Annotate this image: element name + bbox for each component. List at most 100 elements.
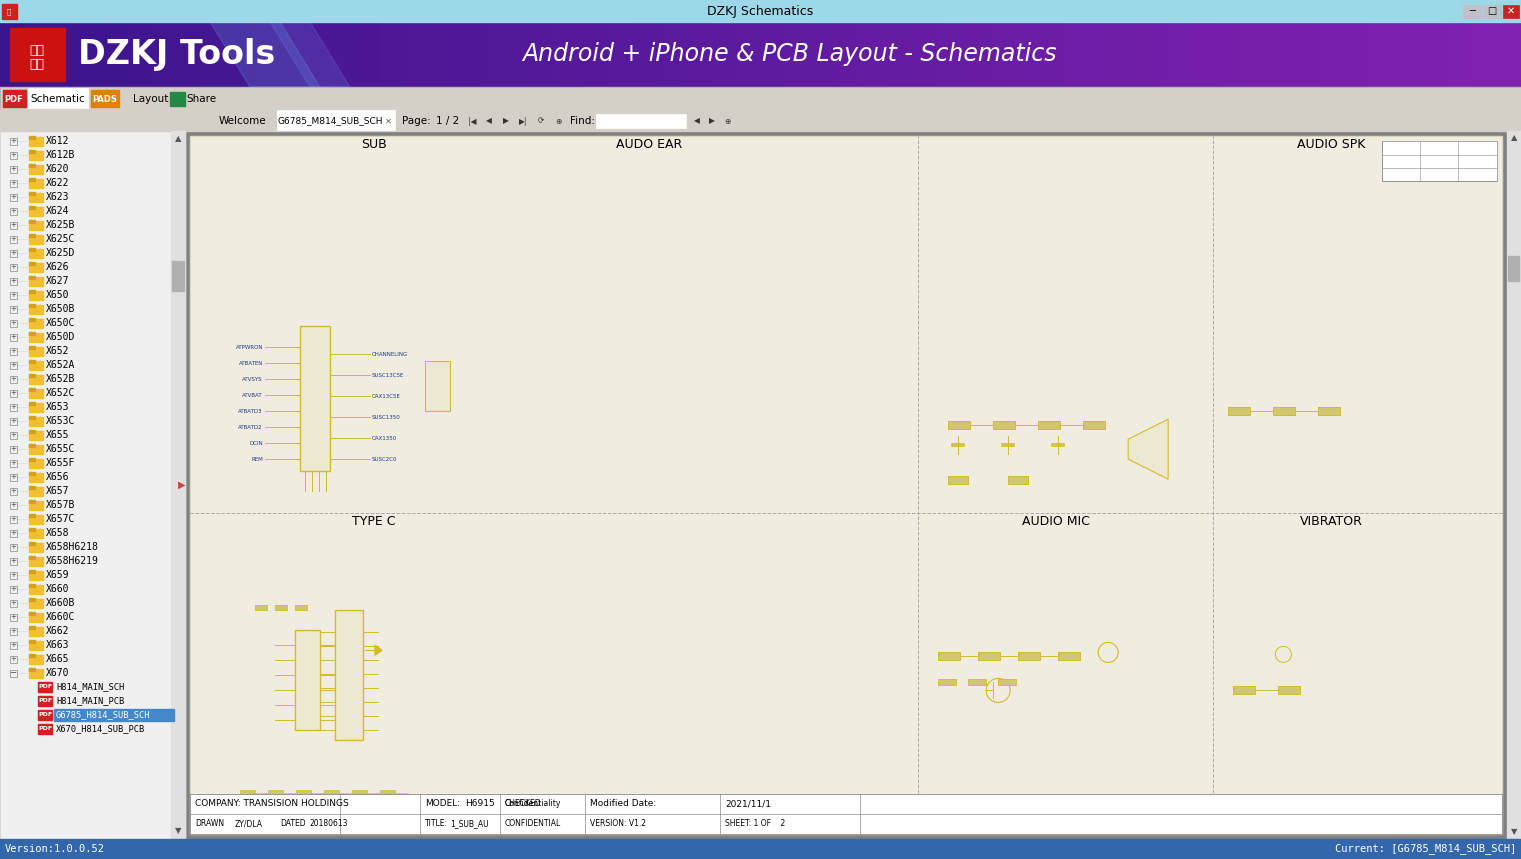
Bar [29, 613, 43, 622]
Bar [811, 22, 838, 87]
Bar [1059, 653, 1080, 661]
Bar [29, 585, 43, 594]
Bar [126, 22, 154, 87]
Bar [11, 502, 17, 509]
Text: TYPE C: TYPE C [351, 515, 395, 528]
Text: PDF: PDF [38, 685, 52, 690]
Bar [11, 180, 17, 187]
Text: Schematic: Schematic [30, 94, 85, 104]
Text: +: + [11, 236, 15, 242]
Bar [29, 193, 43, 202]
Text: +: + [11, 586, 15, 592]
Bar [29, 165, 43, 174]
Bar [0, 109, 1521, 131]
Bar [29, 234, 35, 237]
Bar [29, 136, 35, 139]
Text: ▶: ▶ [503, 117, 510, 125]
Bar [29, 318, 35, 321]
Polygon shape [1129, 419, 1168, 479]
Text: ⊕: ⊕ [555, 117, 561, 125]
Text: G6785_H814_SUB_SCH: G6785_H814_SUB_SCH [56, 710, 151, 720]
Bar [380, 22, 406, 87]
Bar [1503, 5, 1519, 18]
Bar [1039, 421, 1060, 430]
Text: Page:: Page: [402, 116, 430, 126]
Text: −: − [9, 668, 17, 678]
Bar [993, 421, 1015, 430]
Bar [482, 114, 496, 128]
Text: X653: X653 [46, 402, 70, 412]
Bar [262, 807, 271, 829]
Text: DZKJ Tools: DZKJ Tools [78, 38, 275, 71]
Text: +: + [11, 558, 15, 564]
Bar [29, 375, 43, 384]
Bar [1507, 131, 1521, 839]
Bar [29, 668, 35, 671]
Text: +: + [11, 264, 15, 270]
Bar [29, 445, 43, 454]
Bar [29, 346, 35, 349]
Text: ⟳: ⟳ [538, 117, 545, 125]
Bar [152, 22, 178, 87]
Bar [2, 4, 17, 19]
Text: T5: T5 [406, 818, 412, 823]
Bar [938, 679, 957, 685]
Text: PDF: PDF [38, 727, 52, 732]
Text: +: + [11, 600, 15, 606]
Bar [11, 138, 17, 145]
Bar [11, 432, 17, 439]
Text: +: + [11, 432, 15, 438]
Text: ZY/DLA: ZY/DLA [236, 819, 263, 828]
Text: Version:1.0.0.52: Version:1.0.0.52 [5, 844, 105, 854]
Text: SHEET: 1 OF    2: SHEET: 1 OF 2 [726, 819, 785, 828]
Bar [11, 208, 17, 215]
Bar [11, 166, 17, 173]
Bar [29, 402, 35, 405]
Bar [202, 22, 230, 87]
Text: |◀: |◀ [468, 117, 476, 125]
Bar [29, 570, 35, 573]
Text: X624: X624 [46, 206, 70, 216]
Bar [938, 22, 964, 87]
Bar [29, 641, 43, 650]
Text: Current: [G6785_M814_SUB_SCH]: Current: [G6785_M814_SUB_SCH] [1335, 844, 1516, 855]
Bar [710, 22, 736, 87]
Text: □: □ [1488, 6, 1497, 16]
Bar [29, 179, 43, 188]
Text: X652C: X652C [46, 388, 76, 398]
Text: ATVBAT: ATVBAT [242, 393, 263, 398]
Bar [430, 22, 458, 87]
Bar [254, 22, 280, 87]
Text: +: + [11, 348, 15, 354]
Bar [11, 250, 17, 257]
Text: T1: T1 [319, 818, 325, 823]
Bar [11, 488, 17, 495]
Bar [26, 22, 52, 87]
Text: ⊕: ⊕ [724, 117, 730, 125]
Text: X657C: X657C [46, 514, 76, 524]
Bar [190, 794, 1503, 834]
Text: +: + [11, 194, 15, 200]
Bar [249, 807, 259, 829]
Text: X658H6218: X658H6218 [46, 542, 99, 552]
Bar [29, 501, 43, 510]
Text: X650C: X650C [46, 318, 76, 328]
Text: ▶: ▶ [709, 117, 715, 125]
Bar [516, 114, 529, 128]
Text: Android + iPhone & PCB Layout - Schematics: Android + iPhone & PCB Layout - Schemati… [523, 42, 1057, 66]
Bar [335, 610, 364, 740]
Bar [29, 640, 35, 643]
Text: DCIN: DCIN [249, 441, 263, 446]
Text: +: + [11, 180, 15, 186]
Bar [1091, 22, 1116, 87]
Bar [11, 264, 17, 271]
Text: +: + [11, 208, 15, 214]
Text: Layout: Layout [132, 94, 169, 104]
Text: T2: T2 [341, 818, 347, 823]
Bar [11, 390, 17, 397]
Bar [29, 192, 35, 195]
Text: X612: X612 [46, 136, 70, 146]
Bar [0, 87, 1521, 109]
Bar [29, 248, 35, 251]
Bar [29, 459, 43, 468]
